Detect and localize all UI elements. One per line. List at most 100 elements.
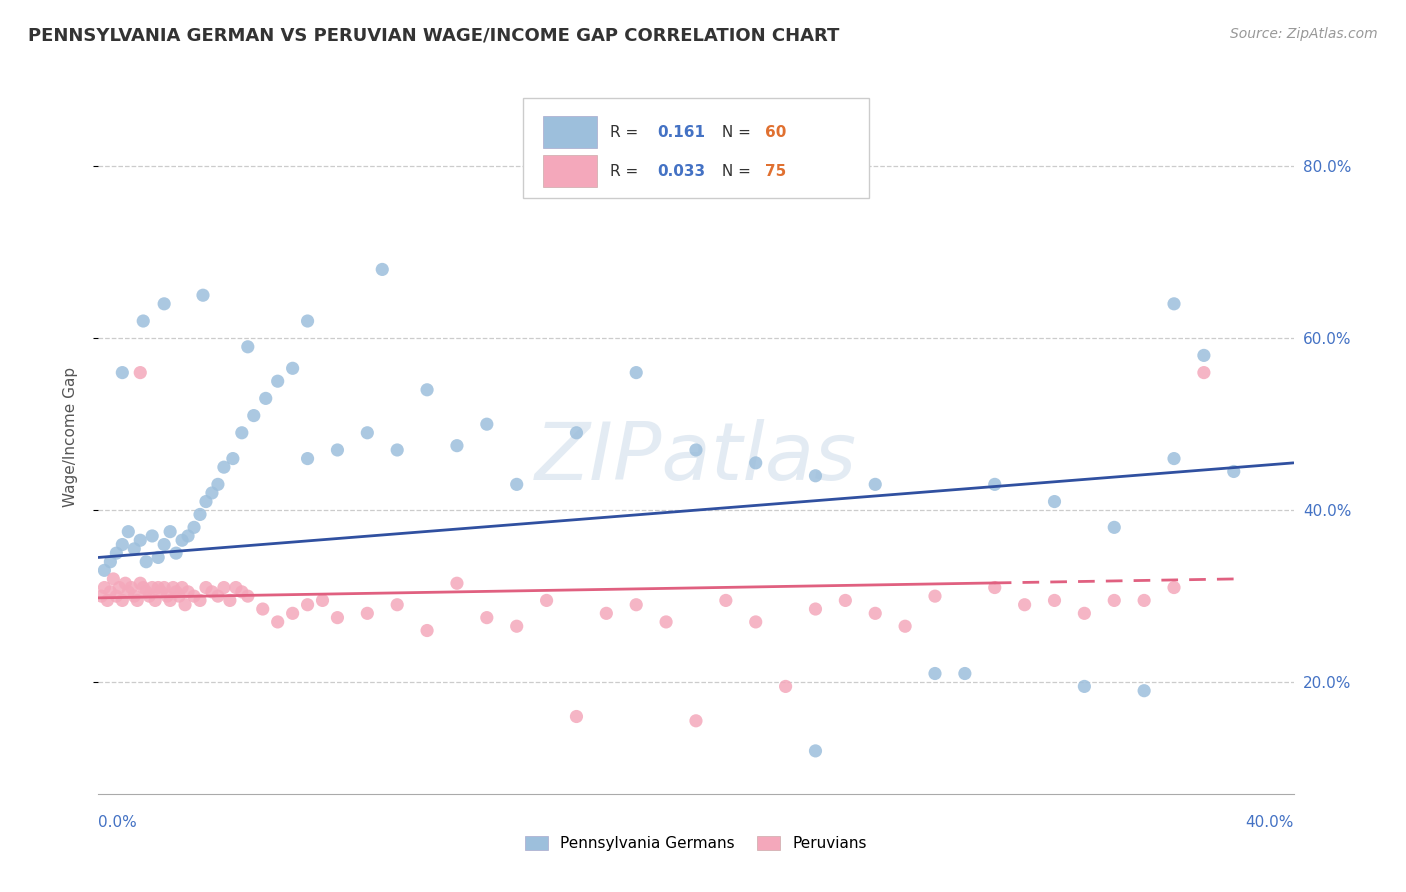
Point xyxy=(685,442,707,457)
Point xyxy=(150,584,173,599)
Point xyxy=(297,314,319,328)
Point xyxy=(475,610,498,624)
Point xyxy=(141,529,163,543)
Point xyxy=(124,589,146,603)
Point xyxy=(1223,465,1246,479)
Text: N =: N = xyxy=(717,164,756,179)
Point xyxy=(177,584,200,599)
Point xyxy=(153,581,176,595)
Point xyxy=(236,589,259,603)
Point xyxy=(120,581,142,595)
Point xyxy=(1163,297,1185,311)
Point xyxy=(129,576,152,591)
Point xyxy=(96,593,118,607)
Point xyxy=(222,451,245,466)
Point xyxy=(243,409,266,423)
Point xyxy=(98,584,122,599)
Point xyxy=(174,598,197,612)
Point xyxy=(1073,607,1095,621)
Point xyxy=(212,581,235,595)
Point xyxy=(111,593,134,607)
Point xyxy=(1133,593,1156,607)
Point xyxy=(924,666,946,681)
Point xyxy=(865,607,887,621)
Point xyxy=(984,477,1007,491)
Point xyxy=(385,442,409,457)
Point xyxy=(177,529,200,543)
Point xyxy=(804,602,827,616)
Point xyxy=(159,524,181,539)
Point xyxy=(297,451,319,466)
Point xyxy=(745,615,768,629)
Point xyxy=(326,442,349,457)
Point xyxy=(506,619,529,633)
Point xyxy=(804,468,827,483)
Point xyxy=(281,361,304,376)
Text: N =: N = xyxy=(717,125,756,140)
Point xyxy=(252,602,274,616)
Point xyxy=(231,584,253,599)
Point xyxy=(188,593,211,607)
Point xyxy=(212,460,235,475)
Point xyxy=(93,581,115,595)
Point xyxy=(132,314,155,328)
Point xyxy=(775,680,797,694)
Text: R =: R = xyxy=(610,164,643,179)
Point xyxy=(114,576,136,591)
Point xyxy=(1104,593,1126,607)
Point xyxy=(1192,348,1215,362)
Point xyxy=(371,262,394,277)
Point xyxy=(1014,598,1036,612)
Point xyxy=(565,709,588,723)
Point xyxy=(172,581,194,595)
Point xyxy=(143,593,166,607)
Point xyxy=(984,581,1007,595)
Point xyxy=(183,520,205,534)
Point xyxy=(894,619,917,633)
Point xyxy=(117,524,139,539)
Point xyxy=(132,581,155,595)
Text: PENNSYLVANIA GERMAN VS PERUVIAN WAGE/INCOME GAP CORRELATION CHART: PENNSYLVANIA GERMAN VS PERUVIAN WAGE/INC… xyxy=(28,27,839,45)
Legend: Pennsylvania Germans, Peruvians: Pennsylvania Germans, Peruvians xyxy=(519,830,873,857)
Point xyxy=(685,714,707,728)
Point xyxy=(231,425,253,440)
Point xyxy=(267,615,290,629)
Point xyxy=(165,546,187,560)
Point xyxy=(475,417,498,432)
Point xyxy=(655,615,678,629)
Y-axis label: Wage/Income Gap: Wage/Income Gap xyxy=(63,367,77,508)
Point xyxy=(195,581,218,595)
Text: 60: 60 xyxy=(765,125,787,140)
FancyBboxPatch shape xyxy=(523,98,869,198)
Point xyxy=(1163,581,1185,595)
Point xyxy=(111,366,134,380)
Point xyxy=(135,584,157,599)
Point xyxy=(506,477,529,491)
Point xyxy=(219,593,242,607)
Point xyxy=(165,584,187,599)
Point xyxy=(281,607,304,621)
Point xyxy=(225,581,247,595)
Point xyxy=(127,593,149,607)
Point xyxy=(153,297,176,311)
Point xyxy=(924,589,946,603)
Point xyxy=(834,593,856,607)
Text: 0.0%: 0.0% xyxy=(98,815,138,830)
Point xyxy=(1133,683,1156,698)
Text: ZIPatlas: ZIPatlas xyxy=(534,419,858,498)
Point xyxy=(148,581,170,595)
Text: 40.0%: 40.0% xyxy=(1246,815,1294,830)
Point xyxy=(446,576,468,591)
Point xyxy=(129,366,152,380)
Point xyxy=(326,610,349,624)
Point xyxy=(267,374,290,388)
Point xyxy=(236,340,259,354)
Point xyxy=(595,607,617,621)
Point xyxy=(536,593,558,607)
Point xyxy=(804,744,827,758)
Point xyxy=(141,581,163,595)
Point xyxy=(183,589,205,603)
Point xyxy=(1192,366,1215,380)
Point xyxy=(93,563,115,577)
Bar xyxy=(543,116,596,148)
